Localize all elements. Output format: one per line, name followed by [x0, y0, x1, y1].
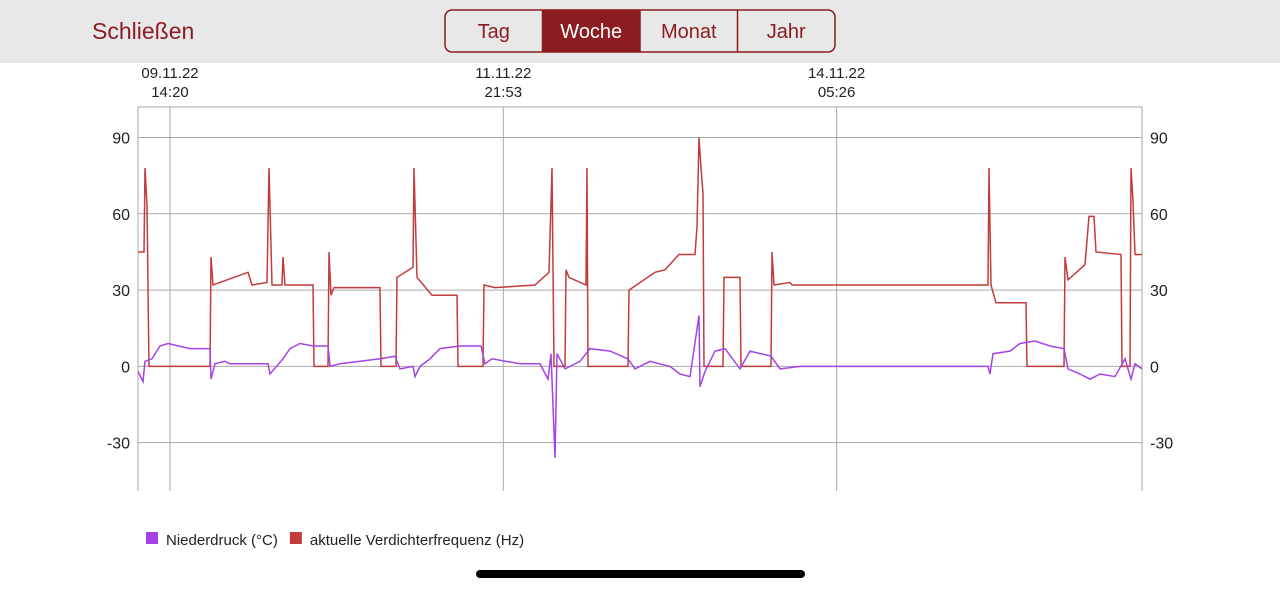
- tab[interactable]: Woche: [560, 21, 622, 43]
- tab[interactable]: Tag: [478, 21, 510, 43]
- x-tick-label: 14:20: [151, 84, 189, 101]
- y2-tick-label: 0: [1150, 359, 1159, 376]
- tab[interactable]: Jahr: [767, 21, 806, 43]
- y-tick-label: 90: [112, 131, 130, 148]
- legend-label: Niederdruck (°C): [166, 532, 278, 549]
- series-line: [137, 315, 1143, 458]
- y2-tick-label: 90: [1150, 131, 1168, 148]
- x-tick-label: 05:26: [818, 84, 856, 101]
- y-tick-label: 60: [112, 207, 130, 224]
- tab[interactable]: Monat: [661, 21, 717, 43]
- y-tick-label: 30: [112, 283, 130, 300]
- legend-swatch: [146, 532, 158, 544]
- tab-selected: [543, 10, 640, 52]
- home-indicator: [476, 570, 805, 578]
- x-tick-label: 11.11.22: [475, 65, 531, 82]
- y2-tick-label: -30: [1150, 436, 1173, 453]
- legend-swatch: [289, 532, 302, 544]
- y2-tick-label: 60: [1150, 207, 1168, 224]
- y-tick-label: 0: [121, 359, 130, 376]
- series-line: [138, 137, 1142, 368]
- legend-label: aktuelle Verdichterfrequenz (Hz): [310, 532, 524, 549]
- x-tick-label: 14.11.22: [808, 65, 865, 82]
- x-tick-label: 09.11.22: [141, 65, 198, 82]
- y2-tick-label: 30: [1150, 283, 1168, 300]
- y-tick-label: -30: [107, 436, 130, 453]
- close-button[interactable]: Schließen: [92, 18, 194, 44]
- x-tick-label: 21:53: [485, 84, 523, 101]
